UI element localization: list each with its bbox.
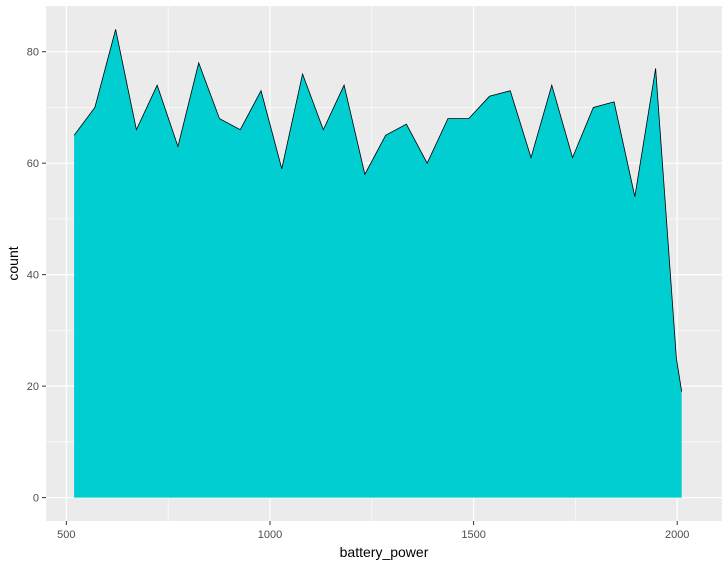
x-tick-label: 1000 bbox=[258, 529, 282, 541]
y-tick-label: 0 bbox=[33, 493, 39, 505]
y-tick-label: 60 bbox=[27, 158, 39, 170]
x-tick-label: 2000 bbox=[665, 529, 689, 541]
y-tick-label: 80 bbox=[27, 47, 39, 59]
area-outline bbox=[73, 29, 683, 392]
x-tick-label: 1500 bbox=[461, 529, 485, 541]
y-axis: 0 20 40 60 80 bbox=[27, 47, 46, 505]
x-axis-title: battery_power bbox=[340, 544, 429, 560]
x-tick-label: 500 bbox=[57, 529, 75, 541]
y-axis-title: count bbox=[5, 246, 21, 280]
y-tick-label: 20 bbox=[27, 381, 39, 393]
y-tick-label: 40 bbox=[27, 270, 39, 282]
x-axis: 500 1000 1500 2000 bbox=[57, 521, 689, 541]
area-fill bbox=[74, 29, 682, 498]
